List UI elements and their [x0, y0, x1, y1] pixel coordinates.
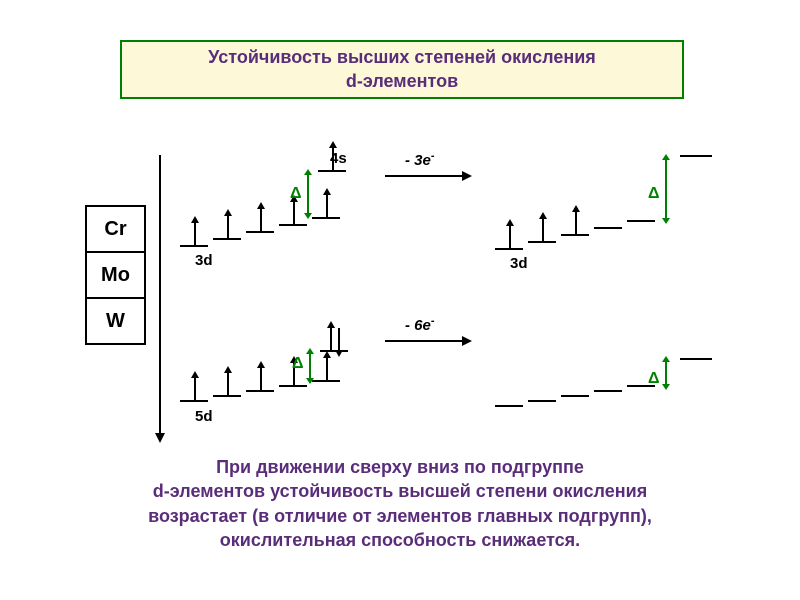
- orbital-level: [680, 155, 712, 157]
- electron-arrow: [260, 209, 262, 231]
- delta-label: Δ: [648, 185, 660, 203]
- orbital-level: [594, 390, 622, 392]
- orbital-level: [528, 400, 556, 402]
- electron-arrow: [509, 226, 511, 248]
- orbital-level: [318, 170, 346, 172]
- title-line1: Устойчивость высших степеней окисления: [208, 47, 596, 67]
- orbital-level: [279, 385, 307, 387]
- delta-label: Δ: [648, 370, 660, 388]
- reaction-arrow: [385, 340, 470, 342]
- orbital-level: [180, 245, 208, 247]
- element-cell: W: [86, 298, 145, 344]
- title-box: Устойчивость высших степеней окисления d-…: [120, 40, 684, 99]
- electron-arrow: [227, 373, 229, 395]
- reaction-arrow: [385, 175, 470, 177]
- elements-table: CrMoW: [85, 205, 146, 345]
- orbital-level: [594, 227, 622, 229]
- delta-double-arrow: [665, 160, 667, 218]
- delta-double-arrow: [665, 362, 667, 384]
- electron-arrow: [326, 195, 328, 217]
- orbital-label: 4s: [330, 150, 347, 167]
- electron-arrow: [326, 358, 328, 380]
- electron-arrow: [194, 223, 196, 245]
- orbital-level: [213, 395, 241, 397]
- electron-arrow: [194, 378, 196, 400]
- orbital-level: [279, 224, 307, 226]
- delta-double-arrow: [309, 354, 311, 378]
- orbital-level: [213, 238, 241, 240]
- delta-label: Δ: [290, 185, 302, 203]
- orbital-level: [680, 358, 712, 360]
- electron-arrow: [260, 368, 262, 390]
- orbital-level: [180, 400, 208, 402]
- orbital-level: [495, 405, 523, 407]
- orbital-label: 3d: [195, 252, 213, 269]
- electron-arrow: [227, 216, 229, 238]
- electron-arrow: [575, 212, 577, 234]
- orbital-level: [561, 395, 589, 397]
- electron-arrow: [542, 219, 544, 241]
- orbital-level: [246, 231, 274, 233]
- reaction-label: - 3e-: [405, 150, 435, 169]
- orbital-level: [495, 248, 523, 250]
- orbital-level: [312, 380, 340, 382]
- element-cell: Cr: [86, 206, 145, 252]
- orbital-level: [312, 217, 340, 219]
- orbital-level: [561, 234, 589, 236]
- title-line2: d-элементов: [346, 71, 458, 91]
- conclusion-text: При движении сверху вниз по подгруппеd-э…: [90, 455, 710, 552]
- orbital-label: 3d: [510, 255, 528, 272]
- electron-arrow: [293, 202, 295, 224]
- reaction-label: - 6e-: [405, 315, 435, 334]
- orbital-label: 5d: [195, 408, 213, 425]
- orbital-level: [627, 220, 655, 222]
- electron-arrow: [330, 328, 332, 350]
- vertical-axis-arrow: [159, 155, 161, 435]
- electron-arrow: [338, 328, 340, 350]
- orbital-level: [528, 241, 556, 243]
- delta-double-arrow: [307, 175, 309, 213]
- element-cell: Mo: [86, 252, 145, 298]
- orbital-level: [246, 390, 274, 392]
- delta-label: Δ: [292, 355, 304, 373]
